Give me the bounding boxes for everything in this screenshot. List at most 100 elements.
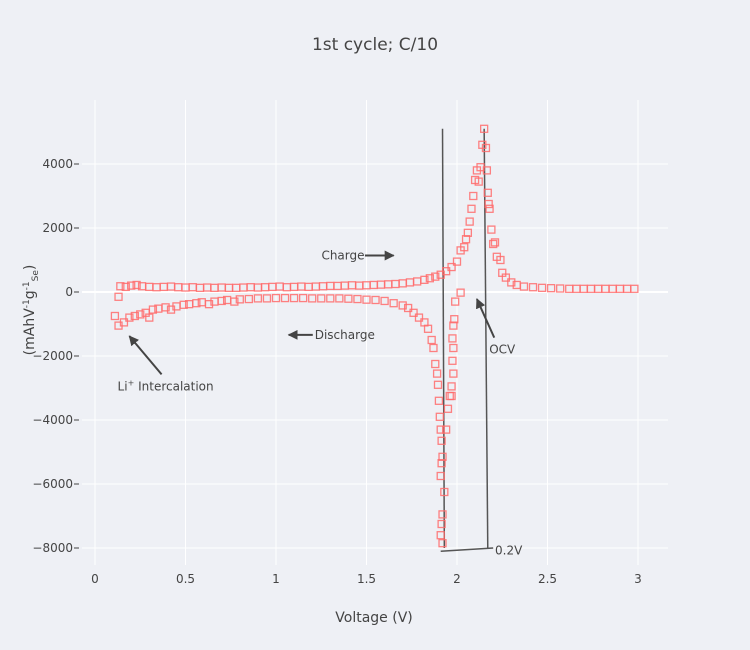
- discharge-point: [280, 293, 290, 303]
- annotation-line: [483, 128, 489, 549]
- discharge-point: [441, 425, 451, 434]
- charge-point: [441, 267, 451, 276]
- discharge-point: [192, 299, 201, 308]
- discharge-point: [433, 380, 443, 389]
- discharge-point: [403, 303, 413, 313]
- x-tick-label: 2: [453, 572, 461, 586]
- discharge-point: [110, 311, 120, 321]
- charge-point: [528, 283, 538, 292]
- discharge-point: [436, 425, 445, 434]
- charge-point: [114, 292, 123, 301]
- discharge-point: [447, 382, 456, 391]
- y-axis-label: (mAhV-1g-1Se): [22, 265, 41, 356]
- y-tick-label: −2000: [32, 349, 73, 363]
- discharge-point: [443, 404, 453, 413]
- discharge-point: [262, 294, 272, 303]
- charge-point: [489, 239, 498, 249]
- discharge-point: [380, 296, 389, 306]
- charge-point: [132, 280, 141, 290]
- charge-point: [452, 257, 462, 266]
- annotation-text: OCV: [489, 343, 516, 357]
- charge-point: [465, 217, 474, 226]
- annotation-text: Discharge: [315, 328, 375, 342]
- charge-point: [630, 284, 639, 293]
- discharge-point: [438, 539, 447, 548]
- charge-point: [485, 204, 494, 213]
- discharge-point: [432, 369, 442, 378]
- charge-point: [496, 255, 505, 265]
- charge-point: [463, 228, 473, 237]
- discharge-point: [436, 531, 445, 540]
- discharge-point: [161, 303, 170, 312]
- discharge-point: [230, 297, 239, 306]
- charge-point: [479, 124, 489, 133]
- discharge-point: [434, 396, 444, 405]
- x-tick-label: 2.5: [538, 572, 557, 586]
- charge-point: [474, 177, 483, 186]
- charge-point: [121, 282, 130, 292]
- discharge-point: [335, 294, 344, 303]
- annotation-line: [440, 547, 494, 552]
- discharge-point: [438, 510, 447, 519]
- discharge-point: [429, 343, 438, 353]
- discharge-point: [308, 294, 317, 303]
- discharge-point: [427, 335, 436, 345]
- discharge-point: [179, 300, 188, 309]
- charge-point: [447, 262, 456, 272]
- charge-point: [469, 191, 478, 201]
- charge-point: [425, 274, 435, 283]
- discharge-point: [271, 293, 281, 303]
- discharge-point: [148, 305, 158, 314]
- discharge-point: [447, 391, 456, 401]
- charge-point: [487, 225, 496, 234]
- discharge-point: [449, 369, 458, 378]
- y-tick-label: −8000: [32, 541, 73, 555]
- discharge-point: [253, 294, 263, 303]
- y-tick-label: 2000: [42, 221, 73, 235]
- charge-point: [460, 243, 469, 252]
- discharge-point: [448, 356, 457, 365]
- discharge-point: [130, 311, 139, 321]
- charge-point: [431, 272, 440, 281]
- discharge-point: [440, 487, 449, 497]
- charge-point: [537, 283, 547, 292]
- discharge-point: [119, 318, 129, 327]
- charge-point: [484, 199, 493, 209]
- x-tick-label: 1.5: [357, 572, 376, 586]
- discharge-point: [125, 313, 134, 322]
- discharge-point: [145, 313, 154, 322]
- discharge-point: [389, 299, 398, 308]
- discharge-point: [353, 294, 362, 304]
- y-tick-label: 0: [65, 285, 73, 299]
- charge-point: [507, 278, 516, 287]
- discharge-point: [398, 301, 407, 310]
- discharge-point: [436, 471, 445, 481]
- discharge-point: [451, 297, 460, 306]
- y-tick-label: −4000: [32, 413, 73, 427]
- annotation-arrow: [128, 335, 163, 376]
- charge-point: [481, 143, 491, 153]
- charge-point: [556, 284, 565, 293]
- annotation-arrow: [475, 298, 496, 339]
- discharge-point: [450, 315, 459, 324]
- discharge-point: [437, 436, 446, 445]
- discharge-point: [431, 359, 440, 369]
- discharge-point: [362, 295, 371, 304]
- discharge-point: [423, 324, 433, 333]
- ticks: 0 0.5 1 1.5 2 2.5 3 4000 2000 0 −2000 −4000 −6000 −80…: [32, 157, 641, 586]
- discharge-point: [409, 308, 418, 317]
- x-tick-label: 1: [272, 572, 280, 586]
- discharge-point: [371, 295, 380, 305]
- charge-point: [127, 281, 136, 290]
- charge-point: [467, 204, 476, 213]
- discharge-point: [449, 343, 458, 353]
- discharge-point: [217, 296, 226, 306]
- annotation-text: Li+ Intercalation: [118, 378, 214, 393]
- charge-point: [482, 166, 492, 175]
- annotation-text: Charge: [321, 249, 364, 263]
- discharge-point: [235, 295, 244, 304]
- annotation-text: 0.2V: [495, 544, 523, 558]
- x-tick-label: 0.5: [176, 572, 195, 586]
